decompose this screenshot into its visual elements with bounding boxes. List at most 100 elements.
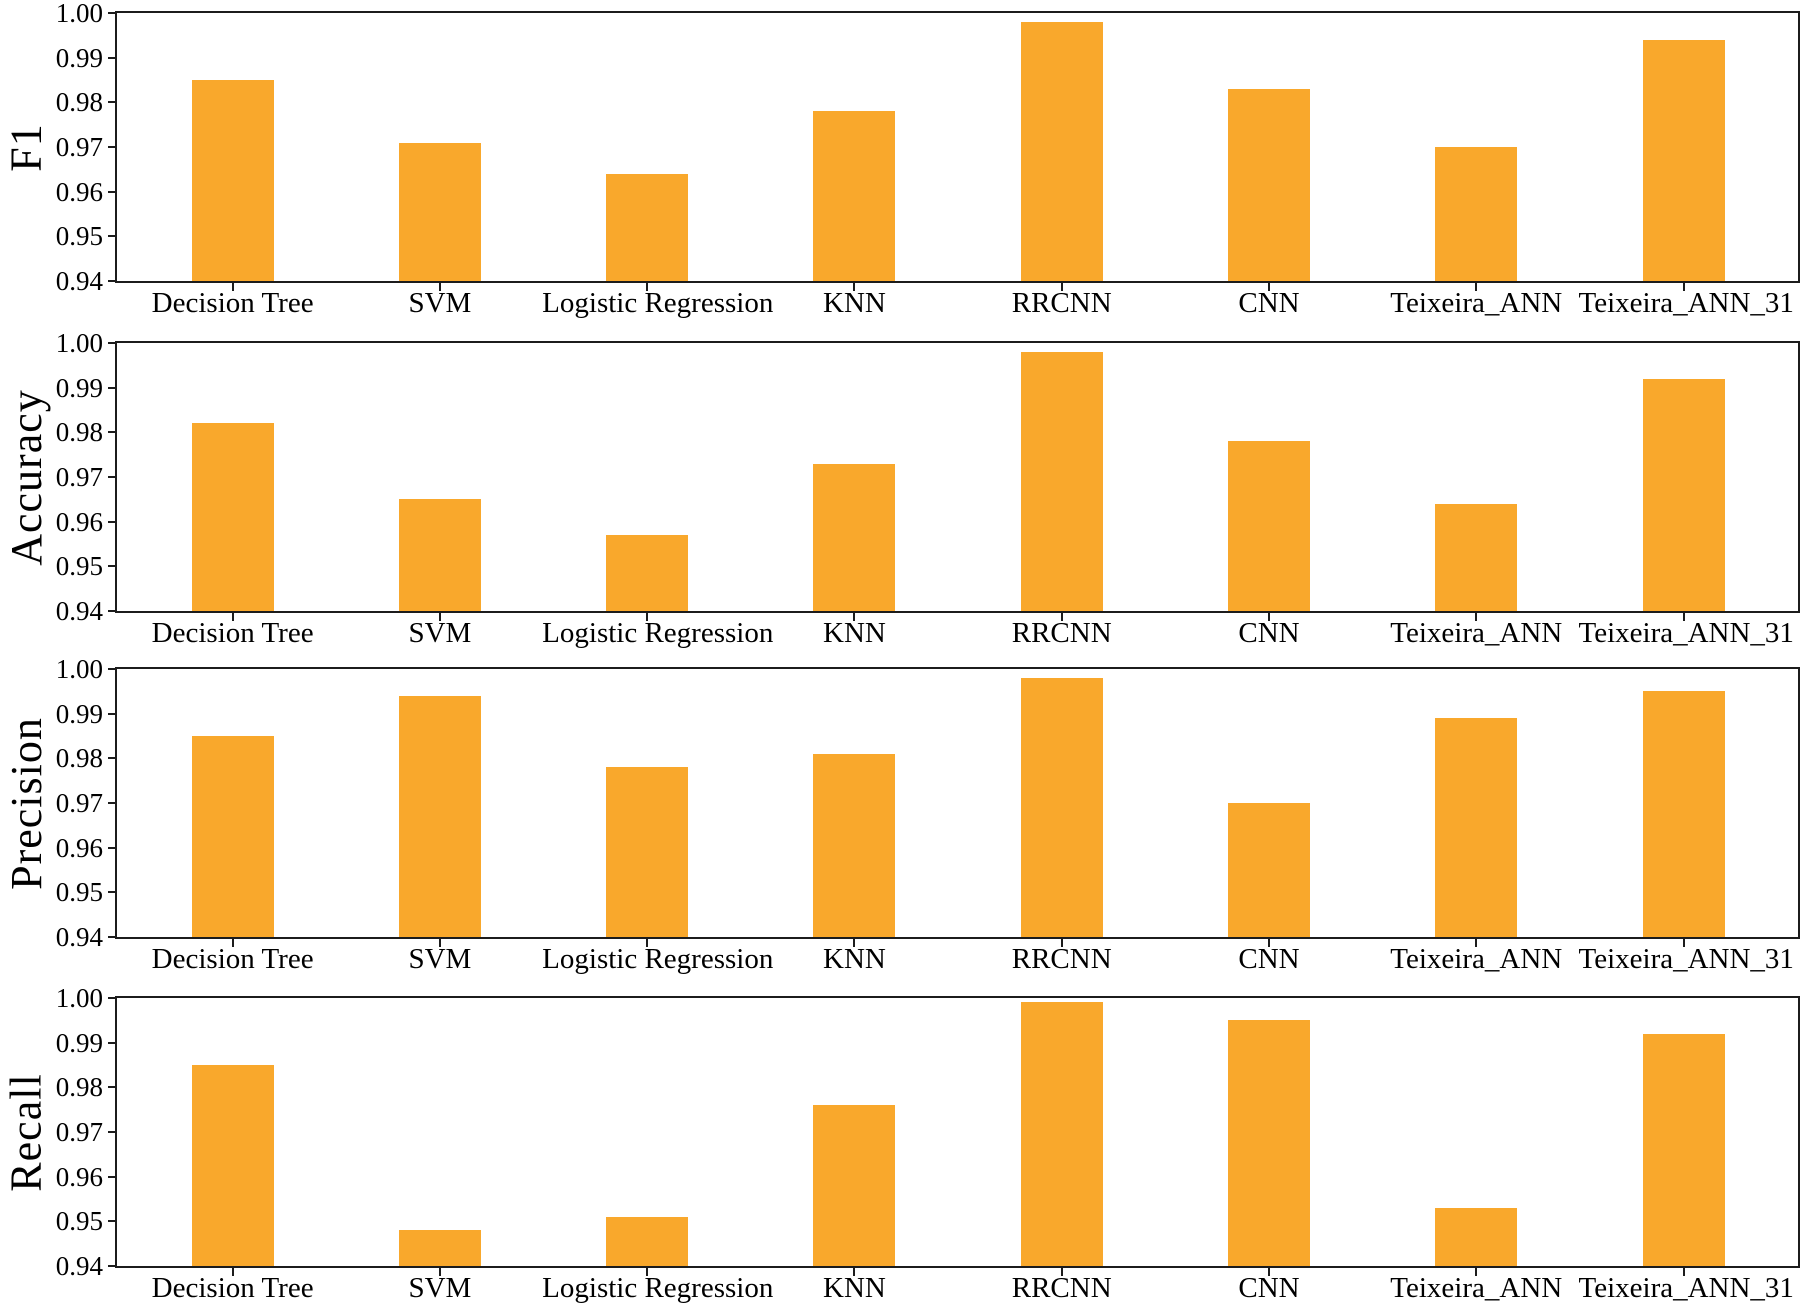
bar-precision-cnn xyxy=(1227,803,1310,937)
x-axis-labels-precision: Decision Tree SVM Logistic Regression KNN RR… xyxy=(117,937,1798,975)
y-tick-label-recall: 0.99 xyxy=(55,1027,103,1058)
y-tick-label-recall: 0.94 xyxy=(55,1251,103,1281)
y-tick-mark xyxy=(108,891,116,894)
x-tick-label-accuracy: RRCNN xyxy=(1011,617,1112,649)
x-tick-mark xyxy=(438,939,441,947)
bar-accuracy-teixeira-ann xyxy=(1435,503,1518,611)
plot-area-accuracy: 1.00 0.99 0.98 0.97 0.96 0.95 0.94 xyxy=(56,329,1798,625)
bar-accuracy-rrcnn xyxy=(1020,351,1103,611)
bar-accuracy-knn xyxy=(813,463,896,611)
y-tick-mark xyxy=(108,190,116,193)
plot-area-f1: 1.00 0.99 0.98 0.97 0.96 0.95 0.94 xyxy=(56,0,1798,295)
x-tick-mark xyxy=(438,613,441,621)
bar-f1-cnn xyxy=(1227,88,1310,281)
x-tick-label-recall: CNN xyxy=(1238,1272,1300,1304)
bar-accuracy-decision-tree xyxy=(191,423,274,611)
y-tick-mark xyxy=(108,846,116,849)
y-tick-label-precision: 0.96 xyxy=(55,832,103,863)
x-tick-label-accuracy: Decision Tree xyxy=(151,617,314,649)
y-tick-mark xyxy=(108,146,116,148)
y-tick-mark xyxy=(108,936,116,938)
x-tick-label-precision: CNN xyxy=(1238,943,1300,975)
x-tick-label-accuracy: Logistic Regression xyxy=(542,617,774,649)
y-tick-label-precision: 0.99 xyxy=(55,698,103,729)
y-tick-mark xyxy=(108,712,116,715)
bar-f1-rrcnn xyxy=(1020,21,1103,281)
x-tick-mark xyxy=(1060,939,1063,947)
x-tick-mark xyxy=(1475,613,1478,621)
bar-precision-logistic-regression xyxy=(606,767,689,937)
x-tick-label-f1: RRCNN xyxy=(1011,287,1112,319)
x-tick-mark xyxy=(1682,1268,1685,1276)
x-tick-mark xyxy=(1475,1268,1478,1276)
x-tick-label-f1: CNN xyxy=(1238,287,1300,319)
y-tick-label-precision: 0.94 xyxy=(55,922,103,952)
bar-recall-cnn xyxy=(1227,1020,1310,1266)
bar-recall-knn xyxy=(813,1105,896,1266)
plot-area-recall: 1.00 0.99 0.98 0.97 0.96 0.95 0.94 xyxy=(56,984,1798,1280)
y-tick-label-accuracy: 0.97 xyxy=(55,462,103,492)
x-tick-mark xyxy=(1267,613,1270,621)
y-tick-mark xyxy=(108,1086,116,1089)
y-tick-mark xyxy=(108,12,116,14)
x-tick-mark xyxy=(646,283,649,291)
y-tick-label-precision: 0.95 xyxy=(55,877,103,908)
x-tick-label-recall: Decision Tree xyxy=(151,1272,314,1304)
y-tick-mark xyxy=(108,386,116,389)
x-tick-mark xyxy=(1060,283,1063,291)
y-tick-label-f1: 0.98 xyxy=(55,87,103,118)
bar-recall-teixeira-ann-31 xyxy=(1642,1033,1725,1266)
x-tick-label-f1: Decision Tree xyxy=(151,287,314,319)
x-tick-mark xyxy=(1682,939,1685,947)
y-tick-label-recall: 0.95 xyxy=(55,1206,103,1237)
y-tick-label-recall: 0.96 xyxy=(55,1161,103,1192)
bar-precision-teixeira-ann-31 xyxy=(1642,691,1725,937)
bar-precision-knn xyxy=(813,753,896,937)
x-tick-label-accuracy: SVM xyxy=(408,617,472,649)
x-tick-label-recall: Teixeira_ANN_31 xyxy=(1578,1272,1794,1304)
bar-precision-teixeira-ann xyxy=(1435,718,1518,937)
y-tick-label-accuracy: 0.95 xyxy=(55,551,103,582)
x-tick-mark xyxy=(231,939,234,947)
y-tick-mark xyxy=(108,757,116,760)
y-tick-mark xyxy=(108,101,116,104)
x-tick-mark xyxy=(1267,283,1270,291)
y-tick-mark xyxy=(108,280,116,282)
bar-recall-teixeira-ann xyxy=(1435,1207,1518,1266)
y-tick-label-accuracy: 1.00 xyxy=(55,328,103,358)
x-tick-label-recall: RRCNN xyxy=(1011,1272,1112,1304)
x-tick-mark xyxy=(1475,283,1478,291)
bar-f1-knn xyxy=(813,111,896,281)
bar-recall-rrcnn xyxy=(1020,1002,1103,1266)
x-tick-mark xyxy=(853,613,856,621)
x-tick-mark xyxy=(646,1268,649,1276)
y-tick-mark xyxy=(108,1131,116,1133)
y-tick-label-precision: 0.98 xyxy=(55,743,103,774)
x-tick-label-precision: Decision Tree xyxy=(151,943,314,975)
y-tick-label-f1: 0.96 xyxy=(55,176,103,207)
y-tick-label-accuracy: 0.94 xyxy=(55,596,103,626)
bar-recall-decision-tree xyxy=(191,1065,274,1266)
x-tick-label-f1: KNN xyxy=(823,287,886,319)
y-tick-label-f1: 1.00 xyxy=(55,0,103,28)
bar-f1-svm xyxy=(398,142,481,281)
x-tick-mark xyxy=(853,939,856,947)
y-tick-label-f1: 0.99 xyxy=(55,42,103,73)
y-tick-label-accuracy: 0.96 xyxy=(55,506,103,537)
bar-f1-teixeira-ann-31 xyxy=(1642,39,1725,281)
x-tick-mark xyxy=(853,283,856,291)
bar-precision-rrcnn xyxy=(1020,677,1103,937)
y-tick-mark xyxy=(108,342,116,344)
x-tick-mark xyxy=(646,613,649,621)
x-tick-label-recall: SVM xyxy=(408,1272,472,1304)
x-tick-mark xyxy=(1267,939,1270,947)
x-tick-mark xyxy=(231,283,234,291)
y-tick-mark xyxy=(108,431,116,434)
bar-accuracy-cnn xyxy=(1227,441,1310,611)
x-tick-label-accuracy: KNN xyxy=(823,617,886,649)
x-tick-label-recall: KNN xyxy=(823,1272,886,1304)
y-tick-label-f1: 0.94 xyxy=(55,266,103,296)
y-tick-mark xyxy=(108,668,116,670)
bar-accuracy-svm xyxy=(398,499,481,611)
